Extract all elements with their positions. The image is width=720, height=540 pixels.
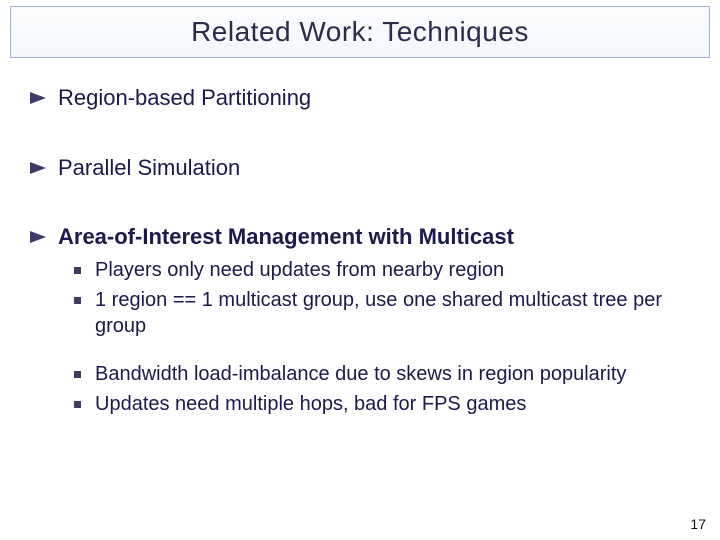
bullet-l1: Parallel Simulation [30, 154, 692, 182]
page-number: 17 [690, 516, 706, 532]
slide: Related Work: Techniques Region-based Pa… [0, 0, 720, 540]
bullet-l2: Updates need multiple hops, bad for FPS … [74, 391, 692, 417]
square-bullet-icon [74, 401, 81, 408]
sub-bullet-text: Players only need updates from nearby re… [95, 257, 504, 283]
content-area: Region-based Partitioning Parallel Simul… [30, 70, 692, 510]
square-bullet-icon [74, 297, 81, 304]
sub-bullet-text: Bandwidth load-imbalance due to skews in… [95, 361, 626, 387]
sub-bullet-text: 1 region == 1 multicast group, use one s… [95, 287, 692, 339]
spacer [30, 118, 692, 140]
bullet-l1: Region-based Partitioning [30, 84, 692, 112]
bullet-l2: Bandwidth load-imbalance due to skews in… [74, 361, 692, 387]
triangle-bullet-icon [30, 162, 46, 174]
triangle-bullet-icon [30, 92, 46, 104]
square-bullet-icon [74, 267, 81, 274]
bullet-l1: Area-of-Interest Management with Multica… [30, 223, 692, 251]
bullet-l2: 1 region == 1 multicast group, use one s… [74, 287, 692, 339]
sub-bullet-group: Players only need updates from nearby re… [74, 257, 692, 417]
spacer [30, 187, 692, 209]
bullet-text: Region-based Partitioning [58, 84, 311, 112]
square-bullet-icon [74, 371, 81, 378]
spacer [74, 343, 692, 361]
bullet-text: Area-of-Interest Management with Multica… [58, 223, 514, 251]
title-box: Related Work: Techniques [10, 6, 710, 58]
bullet-text: Parallel Simulation [58, 154, 240, 182]
sub-bullet-text: Updates need multiple hops, bad for FPS … [95, 391, 526, 417]
triangle-bullet-icon [30, 231, 46, 243]
slide-title: Related Work: Techniques [191, 16, 529, 48]
bullet-l2: Players only need updates from nearby re… [74, 257, 692, 283]
